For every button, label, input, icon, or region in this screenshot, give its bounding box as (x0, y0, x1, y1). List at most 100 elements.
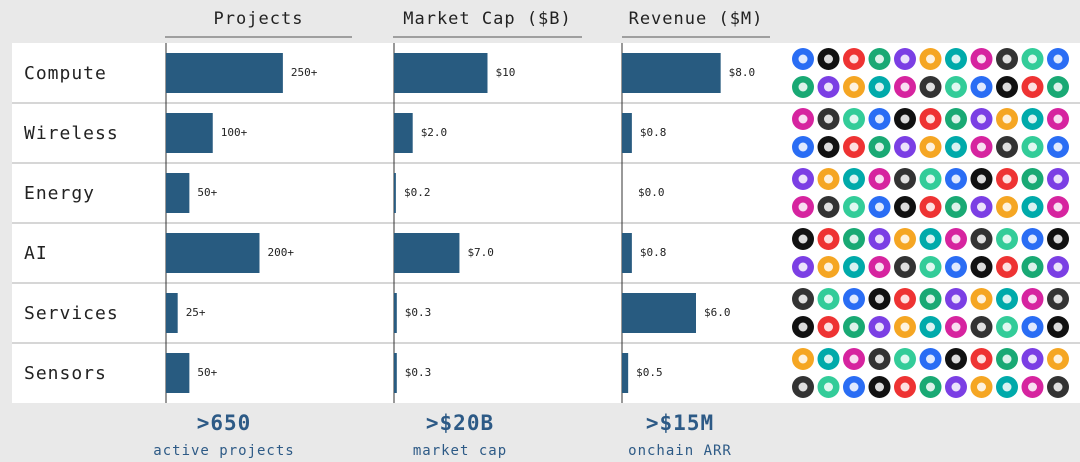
project-logo-mark (951, 234, 961, 244)
project-logo-mark (926, 262, 935, 272)
project-logo-mark (849, 82, 859, 92)
project-logo-mark (824, 354, 833, 364)
value-label: $2.0 (421, 126, 448, 139)
bar (166, 293, 178, 333)
project-logo-mark (824, 82, 833, 92)
project-logo-mark (875, 54, 884, 64)
project-logo-mark (1002, 354, 1012, 364)
project-logo-mark (951, 262, 961, 272)
project-logo-mark (875, 202, 884, 212)
project-logo-mark (977, 354, 986, 364)
value-label: 100+ (221, 126, 248, 139)
value-label: $7.0 (467, 246, 494, 259)
project-logo-mark (951, 54, 961, 64)
row-label: AI (24, 243, 48, 264)
project-logo-mark (1028, 114, 1037, 124)
summary-value: >$15M (646, 411, 714, 435)
project-logo-mark (875, 382, 884, 392)
project-logo-mark (926, 114, 935, 124)
project-logo-mark (1002, 234, 1012, 244)
project-logo-mark (926, 234, 935, 244)
project-logo-mark (798, 54, 808, 64)
project-logo-mark (1002, 382, 1012, 392)
project-logo-mark (900, 114, 910, 124)
project-logo-mark (926, 54, 935, 64)
project-logo-mark (1053, 234, 1063, 244)
project-logo-mark (824, 382, 833, 392)
row-label: Services (24, 303, 119, 324)
value-label: $0.2 (404, 186, 431, 199)
project-logo-mark (798, 142, 808, 152)
project-logo-mark (926, 322, 935, 332)
project-logo-mark (798, 202, 808, 212)
project-logo-mark (849, 174, 859, 184)
project-logo-mark (977, 54, 986, 64)
project-logo-mark (1053, 54, 1063, 64)
project-logo-mark (1002, 114, 1012, 124)
project-logo-mark (951, 114, 961, 124)
column-header: Revenue ($M) (629, 9, 764, 29)
project-logo-mark (1028, 82, 1037, 92)
project-logo-mark (926, 82, 935, 92)
project-logo-mark (951, 174, 961, 184)
project-logo-mark (900, 82, 910, 92)
bar (166, 233, 260, 273)
project-logo-mark (798, 322, 808, 332)
bar (166, 113, 213, 153)
project-logo-mark (926, 142, 935, 152)
value-label: $0.5 (636, 366, 663, 379)
project-logo-mark (1053, 82, 1063, 92)
project-logo-mark (900, 234, 910, 244)
project-logo-mark (824, 262, 833, 272)
project-logo-mark (1053, 382, 1063, 392)
project-logo-mark (824, 174, 833, 184)
project-logo-mark (875, 114, 884, 124)
project-logo-mark (824, 202, 833, 212)
bar (622, 53, 721, 93)
bar (394, 233, 460, 273)
value-label: $0.3 (405, 306, 432, 319)
value-label: $6.0 (704, 306, 731, 319)
project-logo-mark (849, 354, 859, 364)
column-header: Market Cap ($B) (403, 9, 572, 29)
project-logo-mark (1053, 142, 1063, 152)
project-logo-mark (977, 82, 986, 92)
project-logo-mark (1053, 114, 1063, 124)
project-logo-mark (900, 322, 910, 332)
project-logo-mark (849, 114, 859, 124)
value-label: 50+ (197, 366, 217, 379)
project-logo-mark (1002, 82, 1012, 92)
bar (622, 233, 632, 273)
project-logo-mark (824, 234, 833, 244)
row-label: Wireless (24, 123, 119, 144)
project-logo-mark (926, 174, 935, 184)
project-logo-mark (977, 174, 986, 184)
project-logo-mark (1028, 54, 1037, 64)
project-logo-mark (875, 234, 884, 244)
project-logo-mark (977, 294, 986, 304)
project-logo-mark (1002, 142, 1012, 152)
project-logo-mark (977, 382, 986, 392)
bar (394, 113, 413, 153)
project-logo-mark (1028, 322, 1037, 332)
project-logo-mark (875, 262, 884, 272)
project-logo-mark (798, 234, 808, 244)
project-logo-mark (926, 294, 935, 304)
project-logo-mark (977, 234, 986, 244)
project-logo-mark (1002, 54, 1012, 64)
project-logo-mark (926, 354, 935, 364)
project-logo-mark (1053, 262, 1063, 272)
project-logo-mark (926, 382, 935, 392)
project-logo-mark (1028, 294, 1037, 304)
project-logo-mark (849, 294, 859, 304)
bar (622, 353, 629, 393)
project-logo-mark (798, 82, 808, 92)
bar (622, 113, 632, 153)
bar (394, 353, 397, 393)
project-logo-mark (900, 262, 910, 272)
project-logo-mark (798, 262, 808, 272)
value-label: $8.0 (729, 66, 756, 79)
summary-value: >650 (197, 411, 252, 435)
summary-label: market cap (413, 443, 507, 459)
project-logo-mark (951, 294, 961, 304)
